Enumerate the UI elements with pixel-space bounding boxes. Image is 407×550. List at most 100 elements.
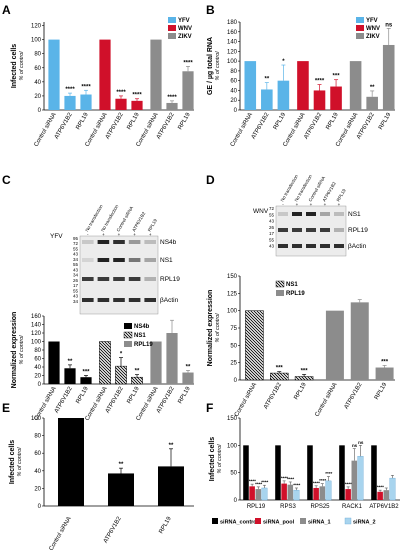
blot-band: [320, 212, 330, 216]
blot-band: [334, 244, 344, 248]
blot-mw-marker: 43: [73, 294, 79, 299]
y-axis-subtitle: % of control: [19, 51, 25, 81]
significance-label: ****: [249, 479, 256, 484]
bar: [64, 95, 76, 110]
blot-mw-marker: 72: [73, 241, 79, 246]
x-tick-label: RPL19: [374, 381, 389, 400]
blot-lane-sign: -: [282, 202, 284, 207]
significance-label: ***: [381, 359, 389, 365]
bar: [166, 333, 178, 384]
x-tick-label: RPL19: [75, 111, 90, 130]
bar: [80, 94, 92, 110]
x-tick-label: RPL19: [177, 111, 192, 130]
x-tick-label: RPL19: [325, 111, 340, 130]
legend-label: RPL19: [286, 291, 305, 297]
bar: [307, 445, 313, 500]
bar: [313, 487, 319, 500]
bar: [115, 98, 127, 110]
y-tick-label: 80: [34, 348, 41, 354]
significance-label: ***: [82, 370, 90, 376]
y-axis-subtitle: % of control: [19, 335, 25, 365]
y-tick-label: 80: [34, 434, 41, 440]
significance-label: ****: [81, 84, 91, 90]
significance-label: ***: [301, 368, 309, 374]
y-tick-label: 160: [31, 314, 42, 320]
significance-label: **: [264, 77, 269, 83]
blot-lane-sign: +: [149, 232, 152, 237]
bar: [255, 489, 262, 500]
x-tick-label: ATP6V1B2: [263, 381, 283, 410]
bar: [245, 310, 264, 381]
bar: [357, 456, 364, 501]
significance-label: ns: [385, 22, 393, 28]
blot-mw-marker: 95: [73, 236, 79, 241]
blot-band: [306, 228, 316, 232]
bar: [249, 486, 255, 500]
bar: [108, 473, 134, 506]
bar: [166, 102, 178, 110]
y-tick-label: 60: [34, 357, 41, 363]
blot-mw-marker: 26: [269, 225, 275, 230]
significance-label: *: [282, 59, 285, 65]
legend-swatch: [124, 341, 132, 347]
significance-label: ns: [352, 443, 358, 448]
legend-label: siRNA_pool: [263, 520, 295, 526]
panel-letter-e: E: [2, 401, 10, 415]
significance-label: ****: [167, 95, 177, 101]
blot-band-label: βActin: [348, 243, 367, 250]
blot-band: [82, 298, 94, 302]
legend-swatch: [356, 17, 364, 23]
y-axis-subtitle: % of control: [17, 447, 23, 477]
significance-label: **: [370, 85, 375, 91]
x-tick-label: RPL19: [75, 385, 90, 404]
y-tick-label: 100: [227, 443, 238, 449]
bar: [319, 486, 326, 500]
y-axis-subtitle: % of control: [215, 51, 221, 81]
blot-lane-sign: +: [338, 202, 341, 207]
x-tick-label: RPL19: [177, 385, 192, 404]
legend-swatch: [255, 518, 261, 524]
y-axis-title: Infected cells: [209, 437, 216, 481]
bar: [389, 477, 396, 501]
blot-mw-marker: 17: [269, 231, 275, 236]
y-tick-label: 75: [230, 326, 237, 332]
blot-band: [97, 240, 110, 244]
legend-label: NS1: [134, 333, 146, 339]
legend-label: NS4b: [134, 324, 150, 330]
bar: [345, 489, 351, 500]
y-tick-label: 0: [38, 382, 42, 388]
significance-label: ****: [261, 480, 268, 485]
bar: [351, 460, 358, 500]
x-tick-label: RACK1: [342, 504, 363, 510]
bar: [366, 96, 378, 110]
blot-lane-label: ATP6V1B2: [131, 211, 147, 233]
bar: [158, 466, 184, 506]
legend-swatch: [300, 518, 306, 524]
y-tick-label: 0: [234, 378, 238, 384]
blot-mw-marker: 55: [269, 212, 275, 217]
panel-letter-b: B: [206, 3, 215, 17]
bar: [275, 445, 281, 500]
blot-mw-marker: 72: [269, 206, 275, 211]
blot-band: [278, 228, 288, 232]
blot-lane-sign: +: [324, 202, 327, 207]
blot-band: [306, 212, 316, 216]
x-tick-label: Control siRNA: [34, 112, 58, 148]
significance-label: ****: [116, 90, 126, 96]
y-tick-label: 80: [230, 69, 237, 75]
bar: [182, 372, 194, 384]
blot-band: [144, 258, 156, 262]
blot-band: [292, 212, 302, 216]
y-tick-label: 0: [38, 504, 42, 510]
significance-label: ***: [333, 74, 341, 80]
blot-band: [144, 240, 156, 244]
x-tick-label: RPL19: [158, 515, 173, 534]
blot-mw-marker: 26: [73, 278, 79, 283]
blot-c-membrane: [79, 235, 159, 315]
blot-band: [292, 244, 302, 248]
legend-label: ZIKV: [178, 34, 192, 40]
blot-lane-sign: +: [133, 232, 136, 237]
